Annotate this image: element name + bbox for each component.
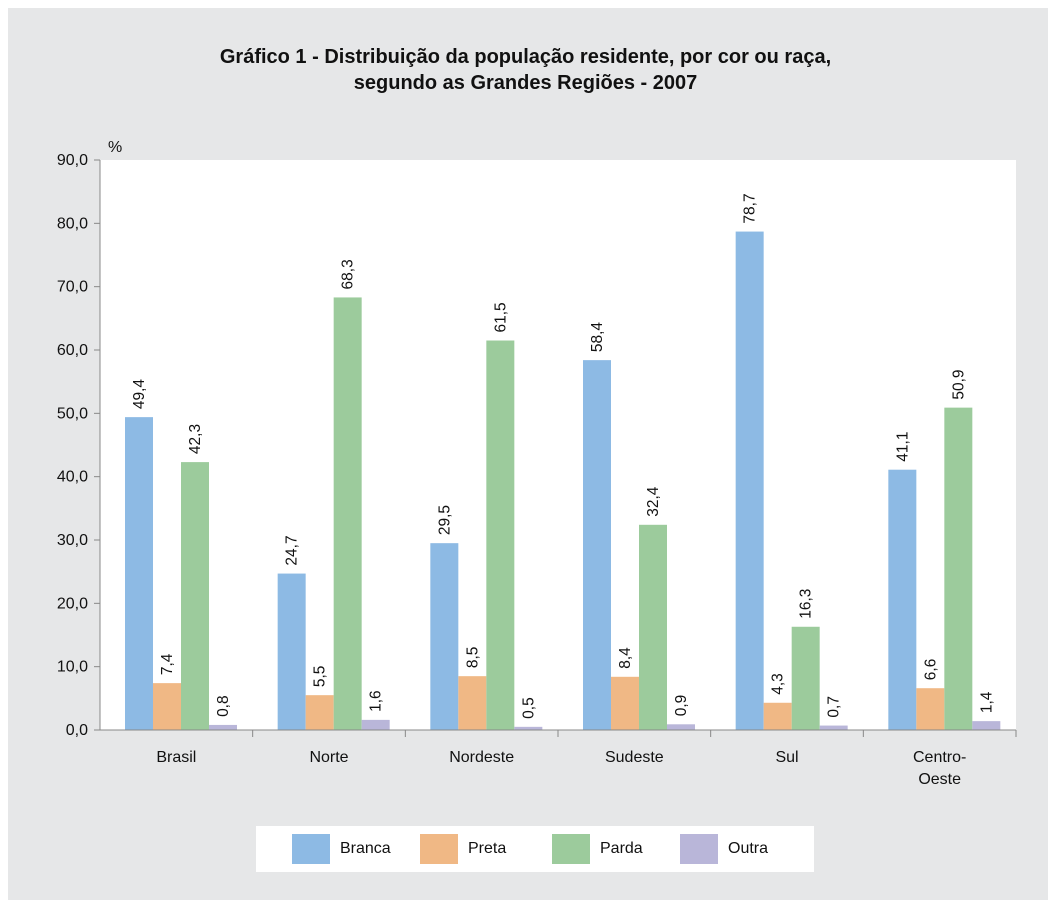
category-label: Norte [309, 749, 348, 766]
data-label: 61,5 [492, 302, 509, 332]
bars [125, 231, 1001, 731]
data-label: 29,5 [436, 505, 453, 535]
data-labels: 49,4 7,4 42,3 0,8 24,7 5,5 68,3 1,6 29,5 8,5 61,5 0… [131, 193, 995, 718]
bar-parda [791, 626, 820, 730]
y-tick-label: 50,0 [57, 405, 88, 422]
legend: Branca Preta Parda Outra [256, 826, 814, 872]
bar-parda [486, 340, 515, 730]
data-label: 49,4 [131, 379, 148, 410]
bar-preta [916, 688, 945, 730]
bar-preta [458, 676, 487, 730]
bar-outra [819, 725, 848, 730]
legend-label: Outra [728, 840, 769, 857]
legend-swatch [680, 834, 718, 864]
data-label: 50,9 [950, 369, 967, 399]
chart-title-line-2: segundo as Grandes Regiões - 2007 [353, 72, 698, 94]
bar-branca [583, 360, 611, 730]
data-label: 16,3 [798, 589, 815, 619]
bar-outra [209, 724, 237, 730]
data-label: 5,5 [312, 666, 329, 688]
bar-preta [763, 702, 792, 730]
bar-outra [667, 724, 695, 730]
data-label: 32,4 [645, 486, 662, 517]
data-label: 8,5 [464, 647, 481, 669]
legend-swatch [292, 834, 330, 864]
data-label: 0,7 [826, 696, 843, 718]
bar-preta [305, 695, 334, 730]
x-axis-ticks [252, 730, 1017, 737]
bar-branca [430, 543, 459, 730]
legend-label: Preta [468, 840, 507, 857]
y-tick-label: 0,0 [66, 722, 88, 739]
bar-outra [972, 721, 1001, 730]
data-label: 0,8 [215, 695, 232, 717]
legend-swatch [420, 834, 458, 864]
data-label: 41,1 [894, 432, 911, 462]
data-label: 42,3 [187, 424, 204, 454]
y-axis-ticks: 0,0 10,0 20,0 30,0 40,0 50,0 60,0 70,0 80,0 90,0 [57, 152, 100, 739]
data-label: 68,3 [340, 259, 357, 289]
legend-swatch [552, 834, 590, 864]
chart-title: Gráfico 1 - Distribuição da população re… [0, 44, 1051, 96]
category-label: Sudeste [605, 749, 664, 766]
data-label: 8,4 [617, 647, 634, 669]
data-label: 7,4 [159, 653, 176, 675]
legend-label: Branca [340, 840, 391, 857]
bar-branca [125, 417, 153, 730]
bar-parda [181, 462, 209, 730]
data-label: 0,9 [673, 695, 690, 717]
y-tick-label: 60,0 [57, 342, 88, 359]
y-tick-label: 70,0 [57, 279, 88, 296]
category-label: Centro- [913, 749, 966, 766]
legend-item-parda: Parda [552, 826, 643, 872]
y-tick-label: 30,0 [57, 532, 88, 549]
y-tick-label: 20,0 [57, 595, 88, 612]
y-axis-unit-label: % [108, 139, 122, 156]
legend-label: Parda [600, 840, 643, 857]
legend-item-branca: Branca [292, 826, 391, 872]
bar-parda [944, 407, 973, 730]
data-label: 0,5 [520, 697, 537, 719]
y-tick-label: 90,0 [57, 152, 88, 169]
bar-preta [153, 683, 181, 730]
data-label: 58,4 [589, 322, 606, 353]
category-label: Sul [775, 749, 798, 766]
data-label: 24,7 [284, 535, 301, 565]
chart-title-line-1: Gráfico 1 - Distribuição da população re… [219, 46, 832, 68]
bar-outra [361, 719, 390, 730]
category-label: Oeste [918, 771, 961, 788]
category-label: Nordeste [449, 749, 514, 766]
legend-item-preta: Preta [420, 826, 506, 872]
bar-preta [611, 676, 639, 730]
data-label: 78,7 [742, 193, 759, 223]
y-tick-label: 10,0 [57, 659, 88, 676]
data-label: 1,6 [368, 690, 385, 712]
y-tick-label: 40,0 [57, 469, 88, 486]
bar-parda [333, 297, 362, 730]
bar-branca [735, 231, 764, 731]
data-label: 1,4 [978, 691, 995, 713]
bar-parda [639, 524, 667, 730]
category-labels: Brasil Norte Nordeste Sudeste Sul Centro- Oest… [156, 749, 966, 788]
legend-item-outra: Outra [680, 826, 768, 872]
bar-branca [888, 469, 917, 730]
bar-branca [277, 573, 306, 730]
data-label: 6,6 [922, 659, 939, 681]
category-label: Brasil [156, 749, 196, 766]
data-label: 4,3 [770, 673, 787, 695]
bar-outra [514, 726, 543, 730]
plot-area [100, 160, 1016, 730]
y-tick-label: 80,0 [57, 215, 88, 232]
